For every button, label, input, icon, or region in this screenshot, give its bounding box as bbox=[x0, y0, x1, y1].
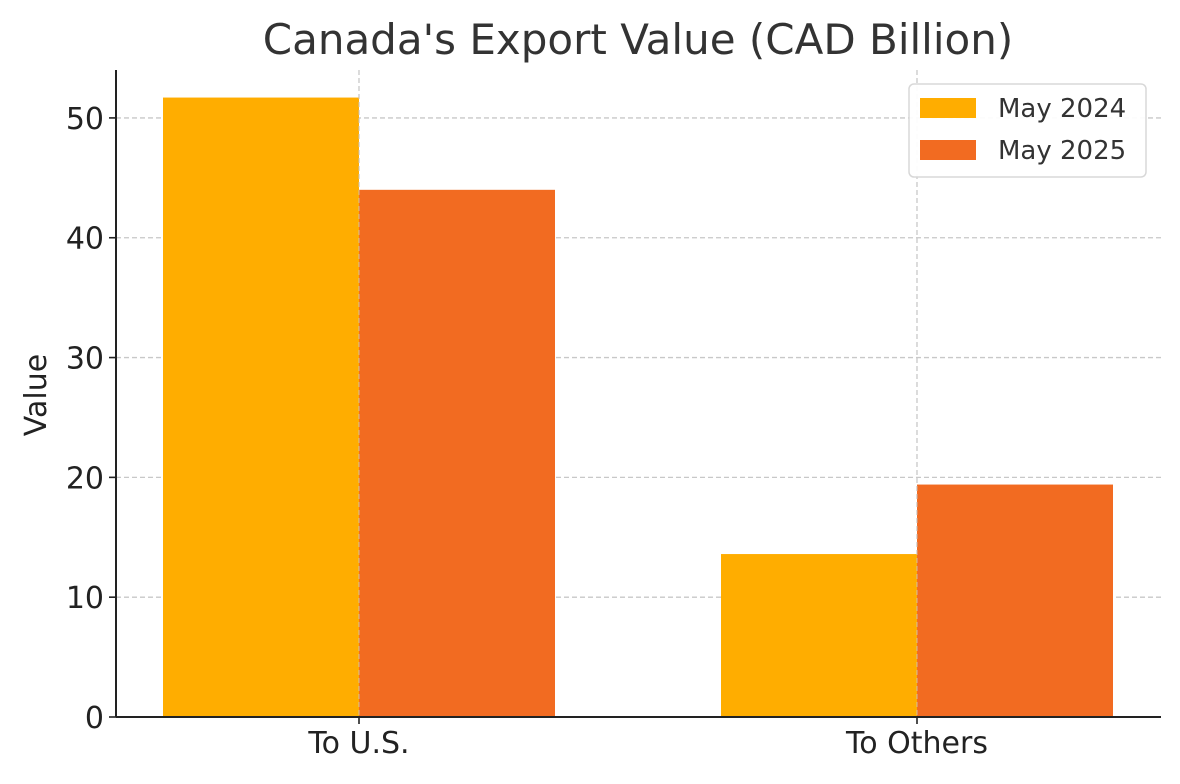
legend-label: May 2024 bbox=[998, 94, 1126, 124]
x-tick-label: To U.S. bbox=[307, 726, 409, 761]
y-tick-label: 10 bbox=[66, 581, 104, 616]
axes: 0 10 20 30 40 50 To U.S. To Others bbox=[66, 70, 1161, 761]
y-tick-label: 30 bbox=[66, 342, 104, 377]
y-tick-label: 50 bbox=[66, 102, 104, 137]
legend-label: May 2025 bbox=[998, 136, 1126, 166]
legend-swatch bbox=[920, 140, 976, 160]
bar-may-2024-0 bbox=[163, 97, 359, 717]
y-axis-label: Value bbox=[19, 354, 54, 436]
bars bbox=[163, 70, 1113, 717]
bar-may-2025-1 bbox=[917, 484, 1113, 717]
y-tick-label: 40 bbox=[66, 222, 104, 257]
bar-may-2024-1 bbox=[721, 554, 917, 717]
legend-swatch bbox=[920, 98, 976, 118]
y-tick-label: 20 bbox=[66, 461, 104, 496]
x-tick-label: To Others bbox=[845, 726, 988, 761]
y-tick-label: 0 bbox=[85, 701, 104, 736]
legend: May 2024 May 2025 bbox=[908, 83, 1147, 178]
chart-title: Canada's Export Value (CAD Billion) bbox=[263, 15, 1013, 64]
bar-may-2025-0 bbox=[359, 189, 555, 717]
